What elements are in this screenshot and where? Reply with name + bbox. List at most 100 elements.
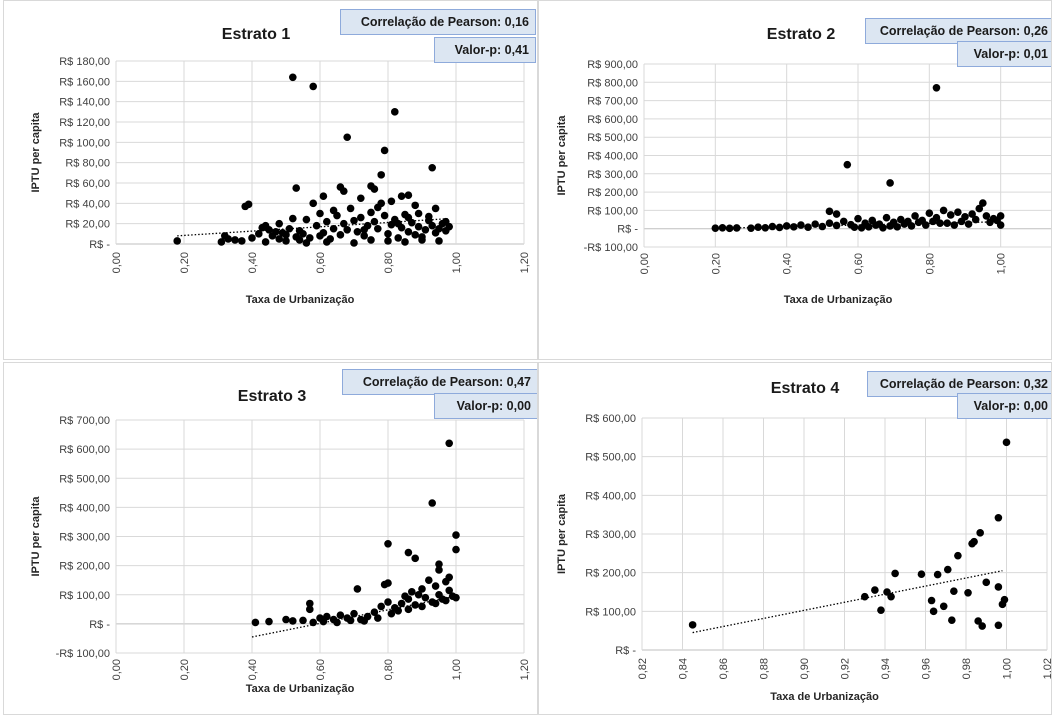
plot-area [688, 438, 1011, 634]
data-point [435, 560, 443, 568]
data-point [911, 212, 919, 220]
data-point [452, 531, 460, 539]
data-point [374, 203, 382, 212]
x-tick-label: 0,84 [678, 658, 690, 679]
data-point [939, 206, 948, 215]
data-point [950, 587, 958, 596]
data-point [295, 236, 304, 244]
data-point [946, 211, 955, 219]
plot-area [251, 439, 460, 638]
data-point [272, 228, 280, 236]
pvalue-box: Valor-p: 0,00 [434, 393, 537, 419]
scatter-plot-estrato-4: R$ - R$ 100,00 R$ 200,00 R$ 300,00 R$ 400,00… [556, 380, 1052, 703]
data-point [316, 209, 324, 218]
x-tick-label: 0,20 [710, 253, 722, 274]
plot-area [711, 83, 1005, 233]
pearson-box: Correlação de Pearson: 0,16 [340, 9, 536, 35]
data-point [306, 605, 314, 614]
data-point [994, 513, 1003, 522]
data-point [329, 206, 338, 215]
x-axis-label: Taxa de Urbanização [770, 691, 879, 703]
data-point [927, 596, 936, 605]
data-point [319, 617, 328, 626]
data-point [979, 199, 987, 207]
x-tick-label: 0,86 [718, 658, 730, 679]
x-tick-label: 0,20 [179, 659, 191, 680]
data-point [428, 499, 437, 507]
data-point [411, 231, 420, 239]
x-tick-label: 0,00 [111, 659, 123, 680]
y-tick-label: R$ 400,00 [585, 490, 636, 502]
data-point [282, 231, 290, 239]
data-point [340, 219, 348, 228]
data-point [377, 602, 386, 611]
data-point [312, 221, 321, 230]
y-tick-label: R$ 500,00 [585, 452, 636, 464]
data-point [435, 237, 443, 245]
data-point [285, 224, 294, 233]
data-point [404, 191, 413, 199]
x-tick-label: 0,20 [179, 252, 191, 273]
data-point [360, 232, 369, 240]
x-tick-label: 0,92 [840, 658, 852, 679]
data-point [978, 622, 986, 630]
data-point [414, 590, 423, 599]
data-point [404, 213, 413, 222]
chart-title: Estrato 1 [222, 26, 291, 43]
y-axis-label: IPTU per capita [556, 115, 568, 196]
data-point [370, 217, 379, 226]
data-point [879, 223, 887, 232]
x-axis-label: Taxa de Urbanização [246, 294, 355, 306]
data-point [425, 216, 433, 225]
y-tick-label: R$ 80,00 [65, 158, 110, 170]
data-point [754, 223, 762, 232]
x-tick-label: 0,80 [924, 253, 936, 274]
x-tick-label: 0,96 [921, 658, 933, 679]
data-point [445, 586, 454, 595]
data-point [343, 225, 352, 234]
data-point [445, 439, 454, 448]
y-tick-label: R$ 20,00 [65, 219, 110, 231]
data-point [306, 599, 314, 608]
data-point [825, 219, 834, 228]
data-point [384, 598, 392, 606]
y-tick-label: R$ - [615, 645, 636, 657]
x-tick-label: 1,02 [1042, 658, 1052, 679]
y-tick-label: R$ 100,00 [59, 590, 110, 602]
data-point [302, 239, 311, 247]
y-tick-label: R$ 140,00 [59, 97, 110, 109]
data-point [248, 234, 256, 242]
data-point [957, 217, 966, 226]
data-point [954, 551, 962, 560]
y-tick-label: R$ 500,00 [59, 473, 110, 485]
data-point [289, 617, 297, 625]
chart-title: Estrato 4 [771, 380, 840, 397]
data-point [377, 171, 386, 179]
data-point [394, 234, 403, 242]
data-point [384, 230, 392, 238]
data-point [921, 221, 930, 229]
x-tick-label: 0,60 [315, 659, 327, 680]
data-point [404, 605, 413, 614]
data-point [425, 576, 433, 584]
x-tick-label: 1,00 [1002, 658, 1014, 679]
data-point [790, 223, 798, 231]
data-point [380, 580, 389, 589]
data-point [292, 184, 301, 192]
y-tick-label: R$ 100,00 [585, 606, 636, 618]
data-point [761, 223, 770, 232]
data-point [925, 209, 934, 217]
y-axis-label: IPTU per capita [30, 496, 42, 577]
data-point [943, 219, 951, 228]
y-tick-label: R$ 900,00 [587, 59, 638, 71]
y-tick-label: R$ 400,00 [587, 151, 638, 163]
y-tick-label: R$ 700,00 [587, 96, 638, 108]
scatter-plot-estrato-3: -R$ 100,00 R$ - R$ 100,00 R$ 200,00 R$ 300,0… [30, 388, 531, 695]
y-tick-label: R$ - [617, 224, 638, 236]
y-tick-label: R$ 120,00 [59, 117, 110, 129]
data-point [768, 222, 777, 231]
data-point [217, 238, 226, 246]
y-tick-label: R$ 60,00 [65, 178, 110, 190]
data-point [976, 529, 984, 537]
data-point [917, 570, 926, 579]
